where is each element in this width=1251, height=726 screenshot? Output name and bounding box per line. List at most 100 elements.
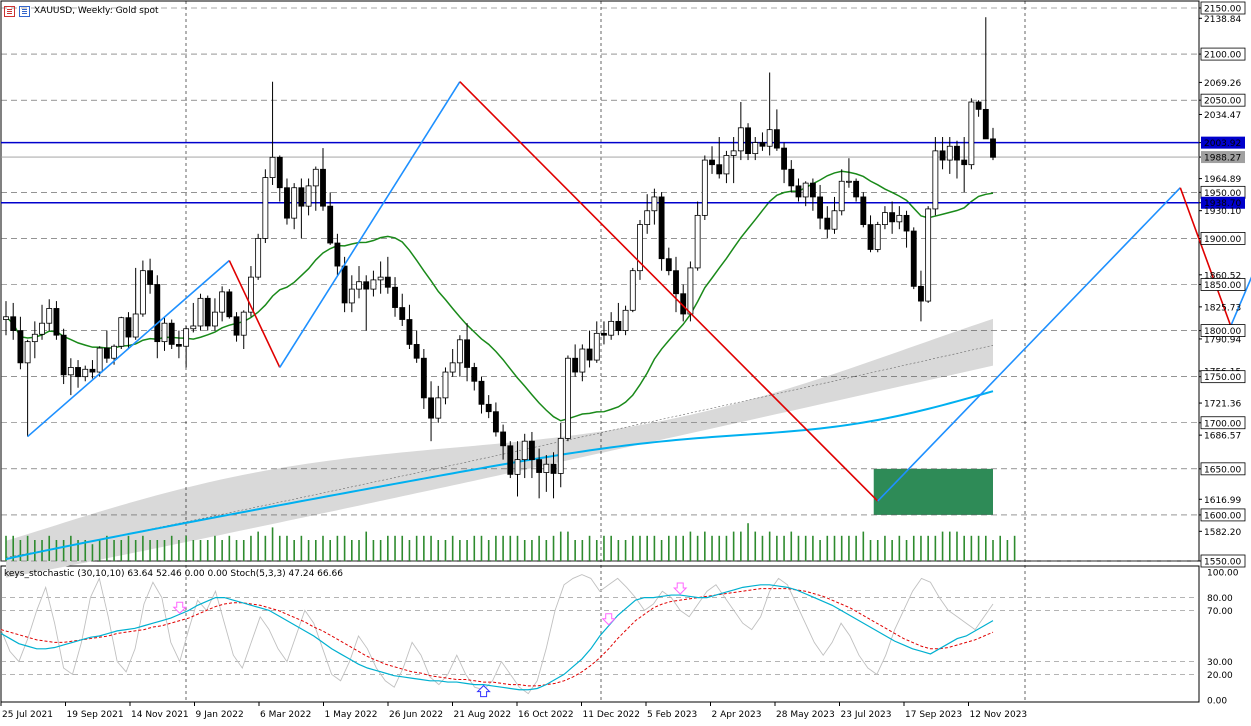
candle-body xyxy=(925,208,932,302)
stoch-axis-label: 30.00 xyxy=(1207,658,1233,668)
price-axis-label: 1900.00 xyxy=(1204,235,1241,245)
candle-body xyxy=(910,230,917,287)
candle-body xyxy=(939,150,946,161)
price-axis-label: 2138.84 xyxy=(1204,15,1241,25)
time-axis-label: 16 Oct 2022 xyxy=(518,710,574,720)
candle-body xyxy=(39,322,45,335)
candle-body xyxy=(82,368,89,378)
candle-body xyxy=(111,345,117,359)
price-label-box xyxy=(1200,278,1246,291)
candle-body xyxy=(975,101,982,110)
indicator-pane-frame xyxy=(0,565,1200,703)
time-axis-label: 6 Mar 2022 xyxy=(260,710,311,720)
candle-body xyxy=(96,347,103,373)
candle-body xyxy=(262,177,269,239)
stoch-signal-line xyxy=(0,588,994,687)
candle-body xyxy=(348,288,355,304)
candle-body xyxy=(665,258,672,272)
candle-body xyxy=(132,313,139,338)
candle-body xyxy=(824,217,831,230)
candle-body xyxy=(752,142,759,155)
candle-body xyxy=(53,308,60,336)
price-label-box xyxy=(1200,462,1246,476)
price-label-box xyxy=(1200,370,1246,384)
time-axis-label: 17 Sep 2023 xyxy=(905,710,962,720)
candle-body xyxy=(651,196,658,212)
candle-body xyxy=(896,214,903,223)
candle-body xyxy=(773,129,780,149)
candle-body xyxy=(795,185,802,198)
ma-200-line xyxy=(5,390,994,561)
price-axis-label: 1686.57 xyxy=(1204,432,1241,442)
candle-body xyxy=(982,108,989,140)
sell-arrow-icon xyxy=(601,613,616,626)
candle-body xyxy=(658,196,665,260)
price-label-box xyxy=(1200,508,1246,522)
candle-body xyxy=(190,325,197,330)
chart-title-bar: XAUUSD, Weekly: Gold spot xyxy=(4,4,159,18)
candle-body xyxy=(161,322,168,343)
candle-body xyxy=(946,145,953,161)
price-axis-label: 1650.00 xyxy=(1204,465,1241,475)
candle-body xyxy=(298,187,305,207)
price-axis-label: 2050.00 xyxy=(1204,97,1241,107)
candle-body xyxy=(485,403,492,413)
price-axis-label: 1850.00 xyxy=(1204,281,1241,291)
candle-body xyxy=(255,238,262,278)
candle-body xyxy=(212,311,218,327)
candle-body xyxy=(377,276,384,281)
candle-body xyxy=(507,445,514,475)
candle-body xyxy=(766,129,773,147)
price-axis-label: 1950.00 xyxy=(1204,189,1241,199)
candle-body xyxy=(269,156,276,178)
zigzag-segment xyxy=(279,81,461,368)
price-label-box xyxy=(1201,151,1245,164)
window-icon[interactable] xyxy=(19,5,30,17)
price-label-box xyxy=(1200,554,1246,568)
candle-body xyxy=(586,348,593,361)
candle-body xyxy=(694,214,701,269)
candle-body xyxy=(312,168,319,187)
candle-body xyxy=(860,196,867,225)
candle-body xyxy=(903,214,910,232)
candle-body xyxy=(601,332,607,336)
candle-body xyxy=(536,459,543,473)
price-axis-label: 1930.10 xyxy=(1204,207,1241,217)
candle-body xyxy=(759,142,766,147)
price-axis-label: 2069.26 xyxy=(1204,79,1241,89)
candle-body xyxy=(3,316,9,320)
candle-body xyxy=(291,187,298,219)
chart-type-icon[interactable] xyxy=(4,5,15,17)
candle-body xyxy=(31,333,38,343)
candle-body xyxy=(637,224,643,272)
candle-body xyxy=(125,317,132,338)
candle-body xyxy=(932,150,939,210)
candle-body xyxy=(10,316,17,331)
candle-body xyxy=(327,205,334,244)
time-axis-label: 23 Jul 2023 xyxy=(841,710,892,720)
price-axis-label: 1700.00 xyxy=(1204,419,1241,429)
candle-body xyxy=(572,357,579,373)
candle-body xyxy=(24,341,31,364)
price-axis-label: 2034.47 xyxy=(1204,111,1241,121)
candle-body xyxy=(449,362,456,373)
candle-body xyxy=(175,344,182,347)
candle-body xyxy=(46,308,53,324)
price-axis-label: 1988.27 xyxy=(1204,154,1241,164)
candle-body xyxy=(730,150,737,156)
candle-body xyxy=(139,270,146,315)
zigzag-segment xyxy=(1179,187,1232,327)
candle-body xyxy=(464,339,471,368)
zigzag-segment xyxy=(1230,276,1251,327)
time-axis-label: 9 Jan 2022 xyxy=(196,710,244,720)
time-axis-label: 25 Jul 2021 xyxy=(2,710,53,720)
time-axis-label: 12 Nov 2023 xyxy=(970,710,1028,720)
zigzag-segment xyxy=(228,260,281,368)
time-axis-label: 28 May 2023 xyxy=(776,710,835,720)
candle-body xyxy=(456,339,463,364)
candle-body xyxy=(528,440,535,461)
stoch-axis-label: 0.00 xyxy=(1207,697,1227,707)
candle-body xyxy=(918,285,924,302)
